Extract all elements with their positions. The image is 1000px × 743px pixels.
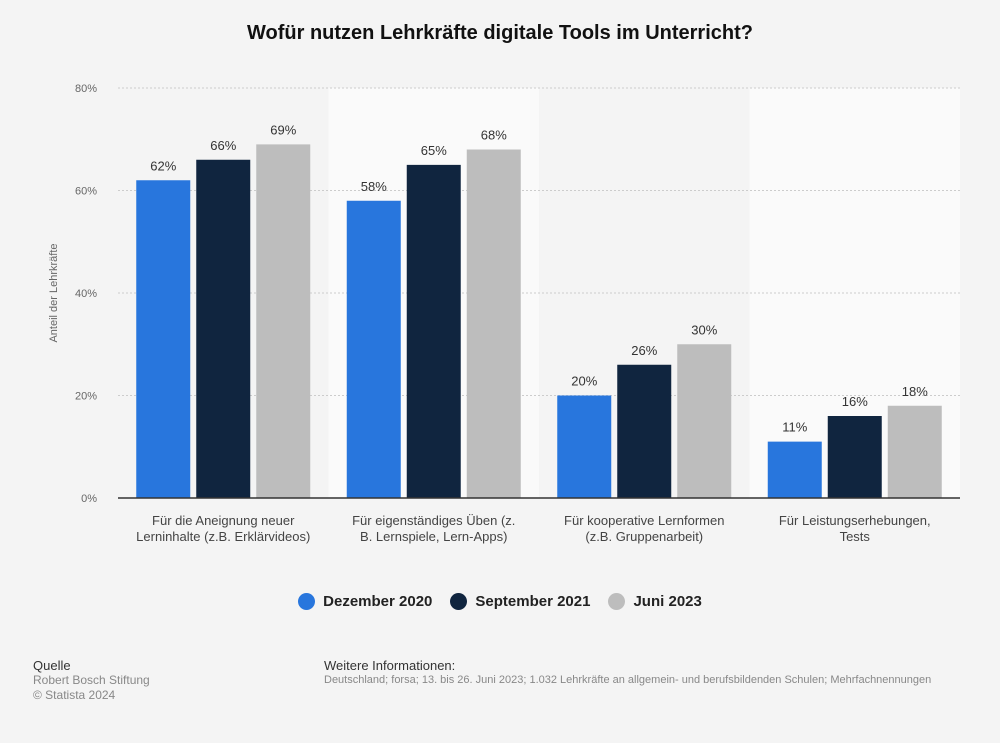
y-tick-label-80: 80% xyxy=(75,83,97,95)
y-tick-label-60: 60% xyxy=(75,186,97,198)
bar-1-2 xyxy=(466,149,521,498)
x-tick-label-2-0: Für kooperative Lernformen xyxy=(564,513,724,528)
bar-2-1 xyxy=(617,364,672,498)
y-tick-label-20: 20% xyxy=(75,391,97,403)
bar-3-2 xyxy=(887,405,942,498)
bar-0-2 xyxy=(256,144,311,498)
bar-1-0 xyxy=(346,200,401,498)
data-label-2-1: 26% xyxy=(631,343,657,358)
legend-label-series-2: Juni 2023 xyxy=(633,593,702,610)
x-tick-label-3-1: Tests xyxy=(840,529,871,544)
data-label-2-2: 30% xyxy=(691,322,717,337)
bar-0-0 xyxy=(136,180,191,498)
source-block: Quelle Robert Bosch Stiftung © Statista … xyxy=(33,658,150,703)
copyright-text[interactable]: © Statista 2024 xyxy=(33,688,116,702)
x-tick-label-1-0: Für eigenständiges Üben (z. xyxy=(352,513,515,528)
source-heading: Quelle xyxy=(33,658,71,673)
legend-dot-series-1 xyxy=(450,593,468,610)
legend-label-series-1: September 2021 xyxy=(475,593,591,610)
source-text[interactable]: Robert Bosch Stiftung xyxy=(33,673,150,687)
data-label-3-2: 18% xyxy=(902,384,928,399)
legend-item-series-2[interactable]: Juni 2023 xyxy=(608,593,702,610)
data-label-0-1: 66% xyxy=(210,138,236,153)
x-tick-label-3-0: Für Leistungserhebungen, xyxy=(779,513,931,528)
legend-label-series-0: Dezember 2020 xyxy=(323,593,433,610)
x-tick-label-2-1: (z.B. Gruppenarbeit) xyxy=(585,529,703,544)
x-tick-label-1-1: B. Lernspiele, Lern-Apps) xyxy=(360,529,507,544)
data-label-1-1: 65% xyxy=(421,143,447,158)
y-tick-label-40: 40% xyxy=(75,288,97,300)
info-text: Deutschland; forsa; 13. bis 26. Juni 202… xyxy=(324,674,932,686)
data-label-0-2: 69% xyxy=(270,122,296,137)
info-block: Weitere Informationen: Deutschland; fors… xyxy=(324,658,931,688)
info-heading[interactable]: Weitere Informationen: xyxy=(324,658,456,673)
bar-2-2 xyxy=(677,344,732,498)
data-label-1-0: 58% xyxy=(361,179,387,194)
legend-item-series-1[interactable]: September 2021 xyxy=(450,593,590,610)
data-label-0-0: 62% xyxy=(150,158,176,173)
x-tick-label-0-0: Für die Aneignung neuer xyxy=(152,513,295,528)
legend: Dezember 2020 September 2021 Juni 2023 xyxy=(0,593,1000,610)
bar-3-1 xyxy=(827,416,882,498)
bar-1-1 xyxy=(406,164,461,498)
legend-dot-series-0 xyxy=(298,593,316,610)
legend-item-series-0[interactable]: Dezember 2020 xyxy=(298,593,432,610)
legend-dot-series-2 xyxy=(608,593,626,610)
y-tick-label-0: 0% xyxy=(81,493,97,505)
chart-title: Wofür nutzen Lehrkräfte digitale Tools i… xyxy=(247,22,753,44)
data-label-3-1: 16% xyxy=(842,394,868,409)
data-label-2-0: 20% xyxy=(571,374,597,389)
bar-2-0 xyxy=(557,395,612,498)
y-axis-label: Anteil der Lehrkräfte xyxy=(48,243,60,342)
data-label-3-0: 11% xyxy=(782,420,807,435)
bar-0-1 xyxy=(196,159,251,498)
data-label-1-2: 68% xyxy=(481,128,507,143)
bar-3-0 xyxy=(767,441,822,498)
x-tick-label-0-1: Lerninhalte (z.B. Erklärvideos) xyxy=(136,529,310,544)
